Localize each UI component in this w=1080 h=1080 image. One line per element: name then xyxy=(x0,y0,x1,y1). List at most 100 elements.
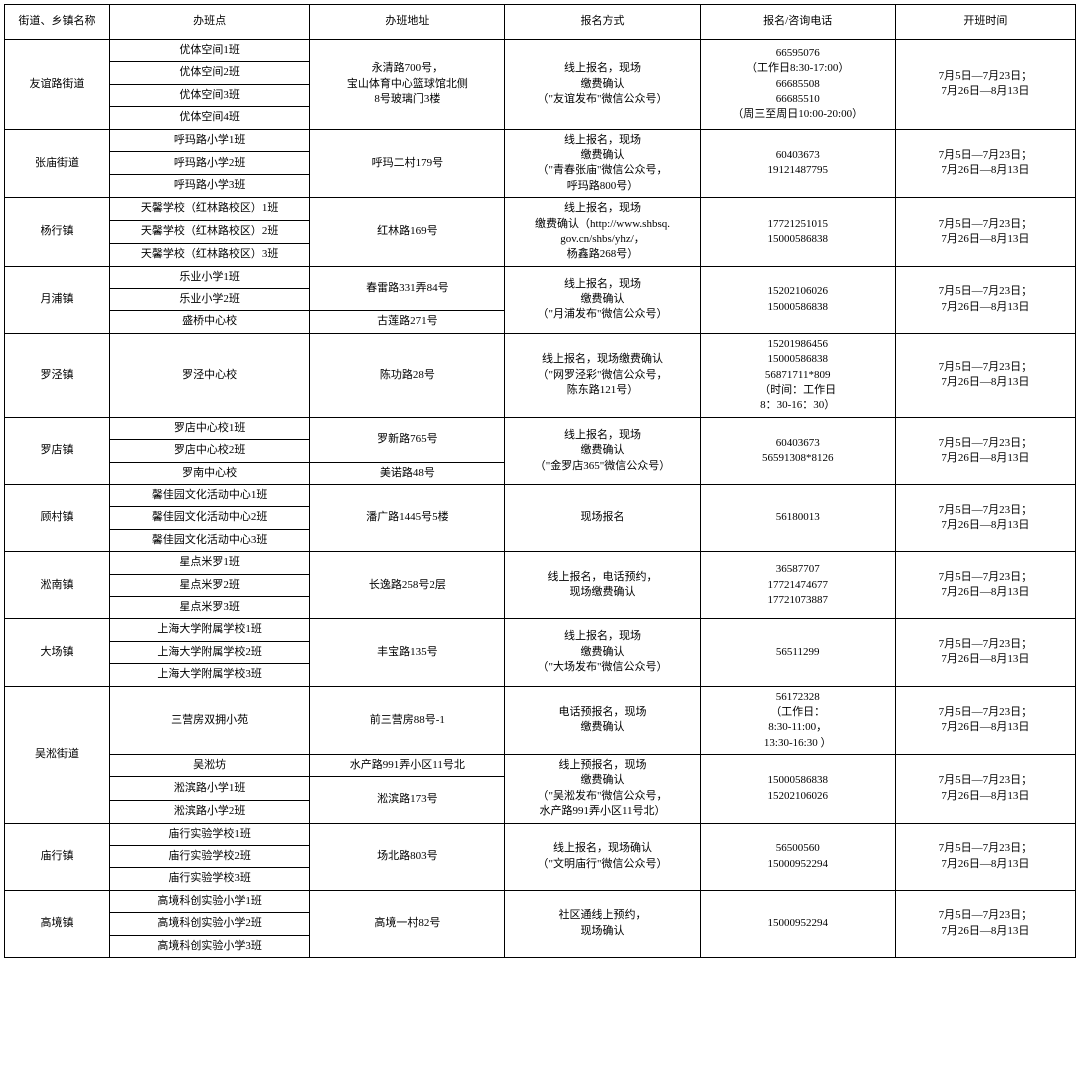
class-cell: 上海大学附属学校2班 xyxy=(110,641,310,663)
register-cell: 线上报名，现场缴费确认（"金罗店365"微信公众号） xyxy=(505,417,700,484)
register-cell: 线上预报名，现场缴费确认（"吴淞发布"微信公众号，水产路991弄小区11号北） xyxy=(505,755,700,824)
phone-cell: 56180013 xyxy=(700,484,895,551)
phone-cell: 56172328（工作日：8:30-11:00，13:30-16:30 ） xyxy=(700,686,895,755)
register-cell: 线上报名，现场缴费确认（"月浦发布"微信公众号） xyxy=(505,266,700,333)
class-cell: 上海大学附属学校3班 xyxy=(110,664,310,686)
address-cell: 红林路169号 xyxy=(310,198,505,267)
table-header-row: 街道、乡镇名称 办班点 办班地址 报名方式 报名/咨询电话 开班时间 xyxy=(5,5,1076,40)
class-cell: 淞滨路小学2班 xyxy=(110,801,310,823)
class-schedule-table: 街道、乡镇名称 办班点 办班地址 报名方式 报名/咨询电话 开班时间 友谊路街道… xyxy=(4,4,1076,958)
time-cell: 7月5日—7月23日；7月26日—8月13日 xyxy=(895,266,1075,333)
class-cell: 高境科创实验小学3班 xyxy=(110,935,310,957)
register-cell: 线上报名，现场缴费确认（"友谊发布"微信公众号） xyxy=(505,40,700,130)
register-cell: 线上报名，现场确认（"文明庙行"微信公众号） xyxy=(505,823,700,890)
district-cell: 友谊路街道 xyxy=(5,40,110,130)
table-row: 月浦镇 乐业小学1班 春雷路331弄84号 线上报名，现场缴费确认（"月浦发布"… xyxy=(5,266,1076,288)
address-cell: 高境一村82号 xyxy=(310,890,505,957)
table-row: 罗泾镇 罗泾中心校 陈功路28号 线上报名，现场缴费确认（"网罗泾彩"微信公众号… xyxy=(5,333,1076,417)
header-class: 办班点 xyxy=(110,5,310,40)
register-cell: 电话预报名，现场缴费确认 xyxy=(505,686,700,755)
class-cell: 乐业小学1班 xyxy=(110,266,310,288)
table-row: 顾村镇 馨佳园文化活动中心1班 潘广路1445号5楼 现场报名 56180013… xyxy=(5,484,1076,506)
class-cell: 乐业小学2班 xyxy=(110,289,310,311)
time-cell: 7月5日—7月23日；7月26日—8月13日 xyxy=(895,333,1075,417)
address-cell: 美诺路48号 xyxy=(310,462,505,484)
district-cell: 月浦镇 xyxy=(5,266,110,333)
phone-cell: 6040367319121487795 xyxy=(700,129,895,198)
class-cell: 天馨学校（红林路校区）1班 xyxy=(110,198,310,221)
time-cell: 7月5日—7月23日；7月26日—8月13日 xyxy=(895,823,1075,890)
address-cell: 淞滨路173号 xyxy=(310,777,505,823)
class-cell: 淞滨路小学1班 xyxy=(110,777,310,801)
header-phone: 报名/咨询电话 xyxy=(700,5,895,40)
time-cell: 7月5日—7月23日；7月26日—8月13日 xyxy=(895,129,1075,198)
class-cell: 罗店中心校1班 xyxy=(110,417,310,439)
phone-cell: 5650056015000952294 xyxy=(700,823,895,890)
table-row: 友谊路街道 优体空间1班 永清路700号，宝山体育中心篮球馆北侧8号玻璃门3楼 … xyxy=(5,40,1076,62)
phone-cell: 6040367356591308*8126 xyxy=(700,417,895,484)
address-cell: 丰宝路135号 xyxy=(310,619,505,686)
table-row: 庙行镇 庙行实验学校1班 场北路803号 线上报名，现场确认（"文明庙行"微信公… xyxy=(5,823,1076,845)
district-cell: 淞南镇 xyxy=(5,552,110,619)
phone-cell: 1772125101515000586838 xyxy=(700,198,895,267)
class-cell: 高境科创实验小学1班 xyxy=(110,890,310,912)
table-row: 吴淞坊 水产路991弄小区11号北 线上预报名，现场缴费确认（"吴淞发布"微信公… xyxy=(5,755,1076,777)
header-address: 办班地址 xyxy=(310,5,505,40)
register-cell: 线上报名，现场缴费确认（"网罗泾彩"微信公众号，陈东路121号） xyxy=(505,333,700,417)
time-cell: 7月5日—7月23日；7月26日—8月13日 xyxy=(895,890,1075,957)
class-cell: 星点米罗1班 xyxy=(110,552,310,574)
table-row: 淞南镇 星点米罗1班 长逸路258号2层 线上报名，电话预约，现场缴费确认 36… xyxy=(5,552,1076,574)
address-cell: 陈功路28号 xyxy=(310,333,505,417)
header-time: 开班时间 xyxy=(895,5,1075,40)
district-cell: 顾村镇 xyxy=(5,484,110,551)
time-cell: 7月5日—7月23日；7月26日—8月13日 xyxy=(895,552,1075,619)
time-cell: 7月5日—7月23日；7月26日—8月13日 xyxy=(895,40,1075,130)
district-cell: 庙行镇 xyxy=(5,823,110,890)
address-cell: 潘广路1445号5楼 xyxy=(310,484,505,551)
address-cell: 古莲路271号 xyxy=(310,311,505,333)
address-cell: 长逸路258号2层 xyxy=(310,552,505,619)
class-cell: 优体空间1班 xyxy=(110,40,310,62)
phone-cell: 15000952294 xyxy=(700,890,895,957)
class-cell: 庙行实验学校3班 xyxy=(110,868,310,890)
class-cell: 呼玛路小学3班 xyxy=(110,175,310,198)
phone-cell: 152019864561500058683856871711*809（时间：工作… xyxy=(700,333,895,417)
phone-cell: 1520210602615000586838 xyxy=(700,266,895,333)
address-cell: 水产路991弄小区11号北 xyxy=(310,755,505,777)
class-cell: 星点米罗3班 xyxy=(110,596,310,618)
class-cell: 庙行实验学校1班 xyxy=(110,823,310,845)
class-cell: 盛桥中心校 xyxy=(110,311,310,333)
table-row: 张庙街道 呼玛路小学1班 呼玛二村179号 线上报名，现场缴费确认（"青春张庙"… xyxy=(5,129,1076,152)
class-cell: 星点米罗2班 xyxy=(110,574,310,596)
header-register: 报名方式 xyxy=(505,5,700,40)
district-cell: 张庙街道 xyxy=(5,129,110,198)
class-cell: 高境科创实验小学2班 xyxy=(110,913,310,935)
district-cell: 高境镇 xyxy=(5,890,110,957)
table-row: 大场镇 上海大学附属学校1班 丰宝路135号 线上报名，现场缴费确认（"大场发布… xyxy=(5,619,1076,641)
table-row: 罗店镇 罗店中心校1班 罗新路765号 线上报名，现场缴费确认（"金罗店365"… xyxy=(5,417,1076,439)
table-row: 吴淞街道 三营房双拥小苑 前三营房88号-1 电话预报名，现场缴费确认 5617… xyxy=(5,686,1076,755)
table-row: 高境镇 高境科创实验小学1班 高境一村82号 社区通线上预约，现场确认 1500… xyxy=(5,890,1076,912)
district-cell: 罗泾镇 xyxy=(5,333,110,417)
address-cell: 前三营房88号-1 xyxy=(310,686,505,755)
register-cell: 线上报名，现场缴费确认（http://www.shbsq.gov.cn/shbs… xyxy=(505,198,700,267)
class-cell: 优体空间2班 xyxy=(110,62,310,84)
register-cell: 社区通线上预约，现场确认 xyxy=(505,890,700,957)
address-cell: 场北路803号 xyxy=(310,823,505,890)
time-cell: 7月5日—7月23日；7月26日—8月13日 xyxy=(895,198,1075,267)
class-cell: 优体空间3班 xyxy=(110,84,310,106)
class-cell: 馨佳园文化活动中心2班 xyxy=(110,507,310,529)
class-cell: 呼玛路小学1班 xyxy=(110,129,310,152)
register-cell: 现场报名 xyxy=(505,484,700,551)
class-cell: 罗泾中心校 xyxy=(110,333,310,417)
address-cell: 春雷路331弄84号 xyxy=(310,266,505,311)
header-district: 街道、乡镇名称 xyxy=(5,5,110,40)
phone-cell: 56511299 xyxy=(700,619,895,686)
time-cell: 7月5日—7月23日；7月26日—8月13日 xyxy=(895,417,1075,484)
district-cell: 吴淞街道 xyxy=(5,686,110,823)
register-cell: 线上报名，电话预约，现场缴费确认 xyxy=(505,552,700,619)
district-cell: 大场镇 xyxy=(5,619,110,686)
class-cell: 罗南中心校 xyxy=(110,462,310,484)
district-cell: 杨行镇 xyxy=(5,198,110,267)
address-cell: 呼玛二村179号 xyxy=(310,129,505,198)
